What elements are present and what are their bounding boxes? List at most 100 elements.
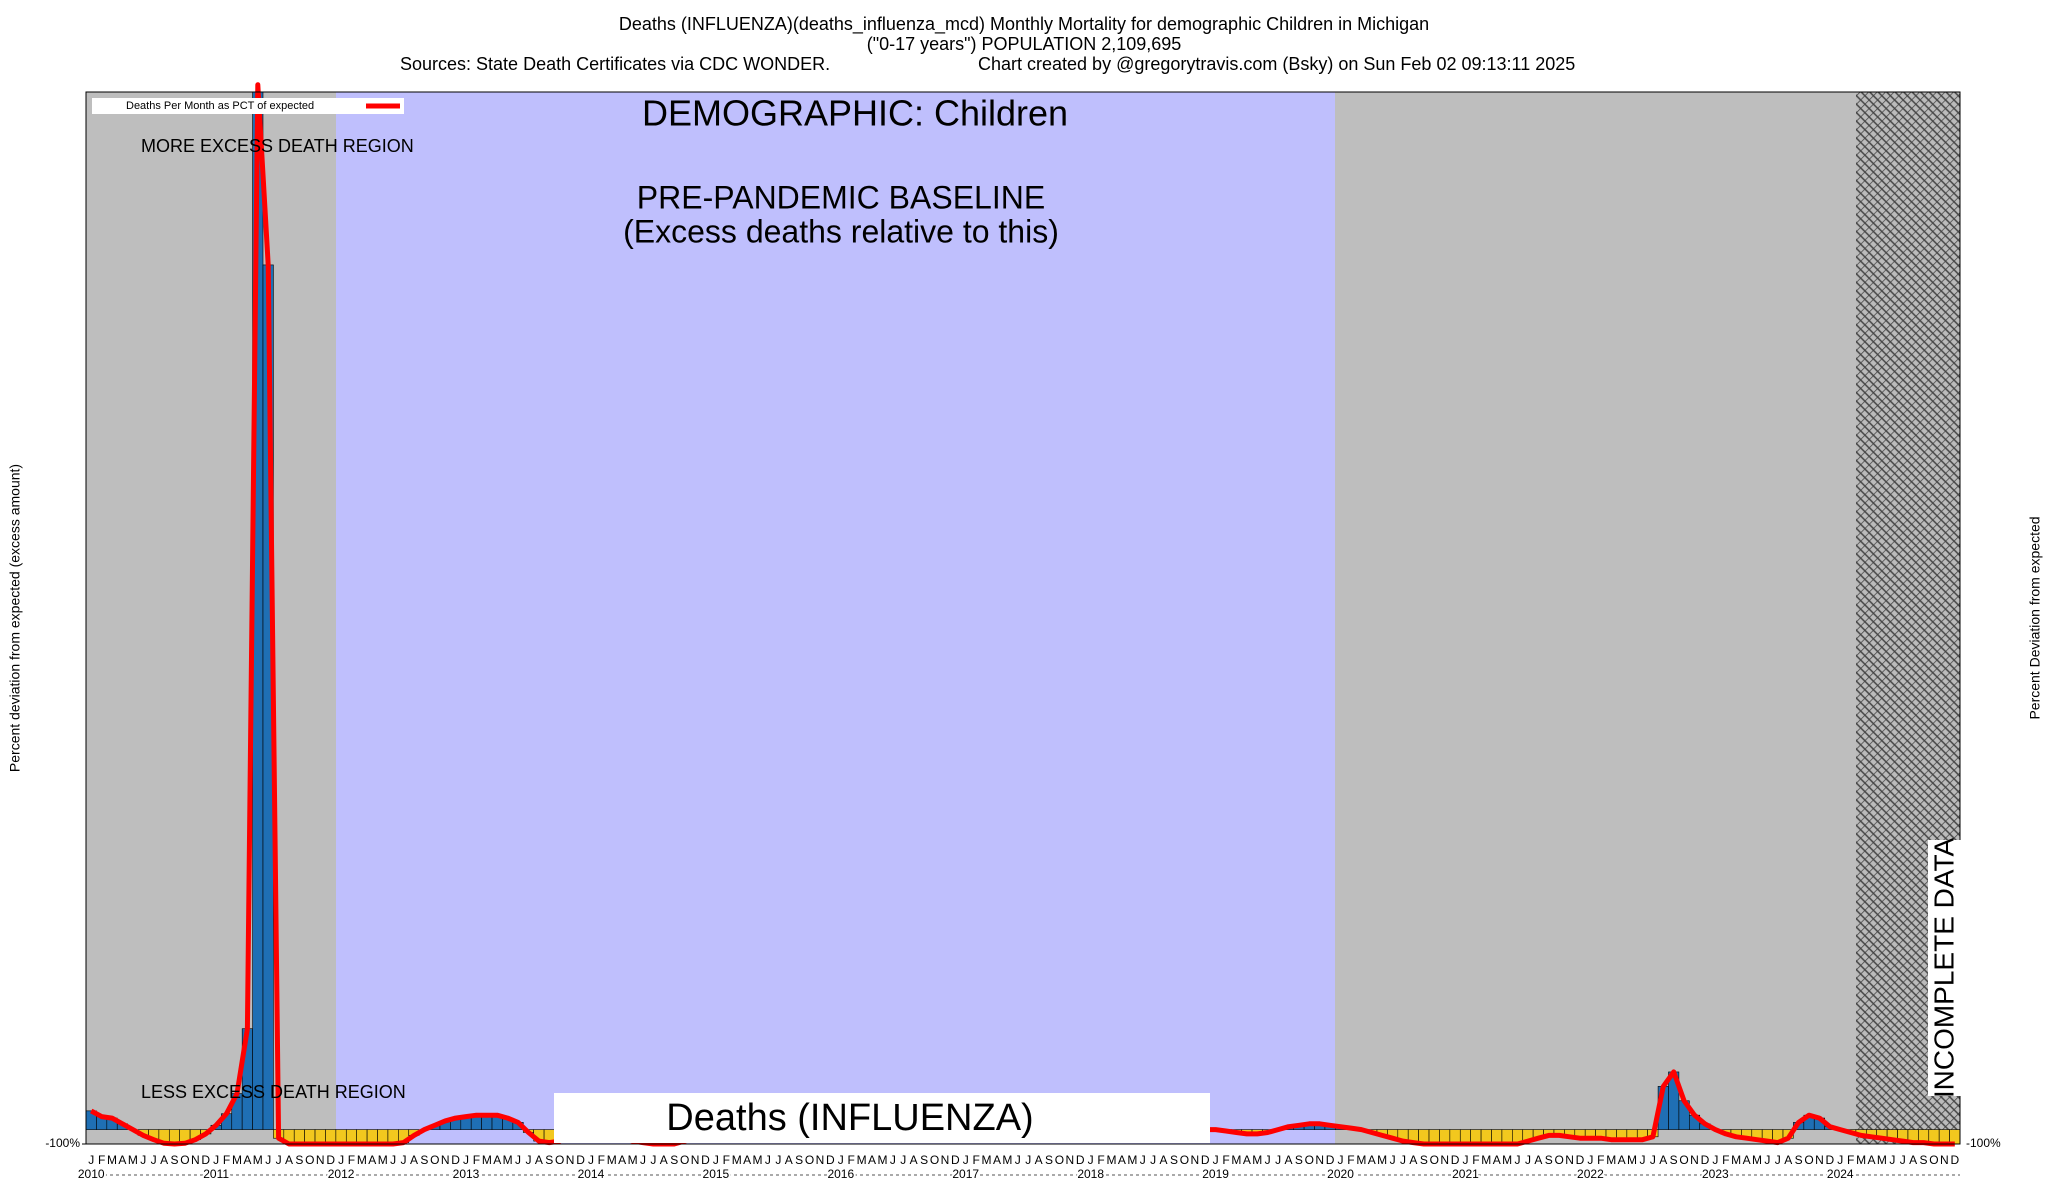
x-tick-label: M xyxy=(1377,1153,1387,1167)
x-tick-label: F xyxy=(723,1153,730,1167)
x-tick-label: A xyxy=(1284,1153,1292,1167)
x-tick-label: D xyxy=(1326,1153,1335,1167)
x-tick-label: A xyxy=(1160,1153,1168,1167)
x-tick-label: J xyxy=(1900,1153,1906,1167)
x-tick-label: D xyxy=(1576,1153,1585,1167)
x-tick-label: J xyxy=(213,1153,219,1167)
x-tick-label: S xyxy=(1295,1153,1303,1167)
year-label: 2023 xyxy=(1702,1167,1729,1181)
x-tick-label: J xyxy=(1338,1153,1344,1167)
y-axis-title: Percent deviation from expected (excess … xyxy=(7,464,23,772)
x-tick-label: M xyxy=(1002,1153,1012,1167)
x-tick-label: M xyxy=(982,1153,992,1167)
x-tick-label: J xyxy=(1587,1153,1593,1167)
x-tick-label: M xyxy=(1877,1153,1887,1167)
x-tick-label: J xyxy=(765,1153,771,1167)
x-tick-label: D xyxy=(1201,1153,1210,1167)
x-tick-label: M xyxy=(128,1153,138,1167)
x-tick-label: M xyxy=(253,1153,263,1167)
x-tick-label: M xyxy=(628,1153,638,1167)
x-tick-label: N xyxy=(816,1153,825,1167)
x-tick-label: A xyxy=(493,1153,501,1167)
x-tick-label: D xyxy=(1076,1153,1085,1167)
title-line: Deaths (INFLUENZA)(deaths_influenza_mcd)… xyxy=(619,14,1429,35)
demographic: DEMOGRAPHIC: Children xyxy=(642,93,1068,134)
x-tick-label: A xyxy=(1118,1153,1126,1167)
x-tick-label: A xyxy=(910,1153,918,1167)
x-tick-label: F xyxy=(1347,1153,1354,1167)
x-tick-label: S xyxy=(1670,1153,1678,1167)
x-tick-label: F xyxy=(348,1153,355,1167)
x-tick-label: O xyxy=(180,1153,189,1167)
year-label: 2021 xyxy=(1452,1167,1479,1181)
x-tick-label: N xyxy=(691,1153,700,1167)
x-tick-label: M xyxy=(482,1153,492,1167)
x-tick-label: M xyxy=(753,1153,763,1167)
x-tick-label: J xyxy=(276,1153,282,1167)
x-tick-label: J xyxy=(1265,1153,1271,1167)
x-tick-label: F xyxy=(1097,1153,1104,1167)
x-tick-label: F xyxy=(1597,1153,1604,1167)
x-tick-label: A xyxy=(993,1153,1001,1167)
year-label: 2017 xyxy=(952,1167,979,1181)
x-tick-label: S xyxy=(920,1153,928,1167)
x-tick-label: J xyxy=(1639,1153,1645,1167)
x-tick-label: F xyxy=(1847,1153,1854,1167)
year-label: 2019 xyxy=(1202,1167,1229,1181)
x-tick-label: J xyxy=(775,1153,781,1167)
x-tick-label: A xyxy=(1493,1153,1501,1167)
more-region: MORE EXCESS DEATH REGION xyxy=(141,136,414,156)
x-tick-label: M xyxy=(1127,1153,1137,1167)
x-tick-label: J xyxy=(390,1153,396,1167)
x-tick-label: J xyxy=(1400,1153,1406,1167)
x-tick-label: N xyxy=(441,1153,450,1167)
x-tick-label: S xyxy=(420,1153,428,1167)
x-tick-label: S xyxy=(1420,1153,1428,1167)
x-tick-label: A xyxy=(1409,1153,1417,1167)
x-tick-label: A xyxy=(1618,1153,1626,1167)
x-tick-label: A xyxy=(743,1153,751,1167)
year-label: 2018 xyxy=(1077,1167,1104,1181)
x-tick-label: N xyxy=(1440,1153,1449,1167)
x-tick-label: D xyxy=(1701,1153,1710,1167)
x-tick-label: S xyxy=(795,1153,803,1167)
x-tick-label: M xyxy=(877,1153,887,1167)
x-tick-label: A xyxy=(1035,1153,1043,1167)
x-tick-label: F xyxy=(972,1153,979,1167)
x-tick-label: J xyxy=(1088,1153,1094,1167)
x-tick-label: M xyxy=(732,1153,742,1167)
x-tick-label: D xyxy=(701,1153,710,1167)
x-tick-label: D xyxy=(1826,1153,1835,1167)
x-tick-label: J xyxy=(1462,1153,1468,1167)
x-tick-label: M xyxy=(1106,1153,1116,1167)
x-tick-label: M xyxy=(378,1153,388,1167)
x-tick-label: F xyxy=(223,1153,230,1167)
title-line: ("0-17 years") POPULATION 2,109,695 xyxy=(867,34,1182,54)
x-tick-label: J xyxy=(838,1153,844,1167)
x-tick-label: O xyxy=(1430,1153,1439,1167)
x-tick-label: N xyxy=(1066,1153,1075,1167)
x-tick-label: N xyxy=(1565,1153,1574,1167)
x-tick-label: M xyxy=(1627,1153,1637,1167)
x-tick-label: O xyxy=(1929,1153,1938,1167)
x-tick-label: J xyxy=(88,1153,94,1167)
less-region: LESS EXCESS DEATH REGION xyxy=(141,1082,406,1102)
baseline-region xyxy=(336,92,1335,1144)
x-tick-label: A xyxy=(1659,1153,1667,1167)
x-tick-label: M xyxy=(1356,1153,1366,1167)
x-tick-label: N xyxy=(566,1153,575,1167)
x-tick-label: J xyxy=(140,1153,146,1167)
year-label: 2022 xyxy=(1577,1167,1604,1181)
baseline-note: (Excess deaths relative to this) xyxy=(623,213,1059,249)
x-tick-label: J xyxy=(515,1153,521,1167)
year-label: 2024 xyxy=(1827,1167,1854,1181)
x-tick-label: J xyxy=(1837,1153,1843,1167)
x-tick-label: S xyxy=(1045,1153,1053,1167)
x-tick-label: J xyxy=(890,1153,896,1167)
x-tick-label: A xyxy=(1243,1153,1251,1167)
x-tick-label: J xyxy=(588,1153,594,1167)
x-tick-label: S xyxy=(670,1153,678,1167)
x-tick-label: A xyxy=(785,1153,793,1167)
x-tick-label: J xyxy=(1712,1153,1718,1167)
